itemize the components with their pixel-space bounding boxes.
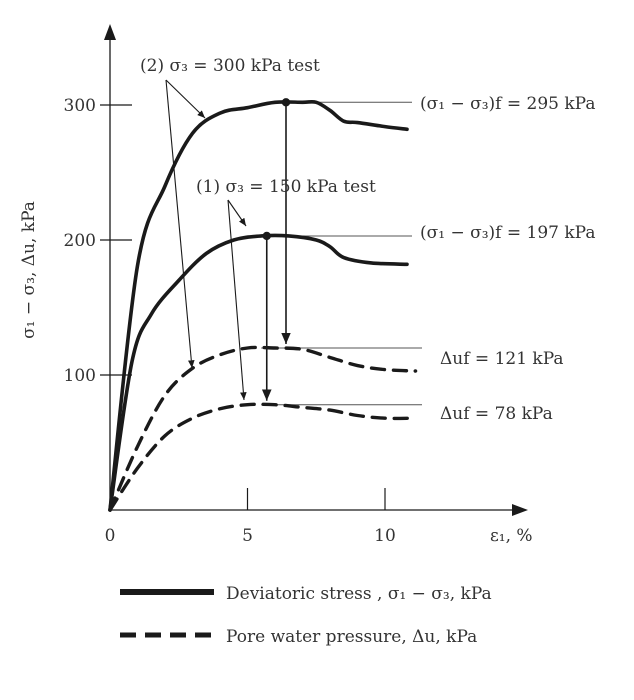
peak-group bbox=[261, 98, 291, 401]
annotation-arrow-2b bbox=[165, 79, 195, 369]
x-axis-label: ε₁, % bbox=[490, 526, 533, 546]
deviatoric-stress-line bbox=[108, 99, 409, 512]
annotation-test-2: (2) σ₃ = 300 kPa test bbox=[140, 56, 320, 76]
annotation-test-1: (1) σ₃ = 150 kPa test bbox=[196, 177, 376, 197]
peak-label-197: (σ₁ − σ₃)f = 197 kPa bbox=[420, 223, 595, 243]
x-tick-label: 5 bbox=[242, 526, 253, 546]
y-tick-label: 200 bbox=[64, 231, 96, 251]
y-axis-arrow-icon bbox=[104, 24, 116, 40]
pore-label-121: Δuf = 121 kPa bbox=[440, 349, 564, 369]
series-group bbox=[108, 99, 418, 512]
x-tick-label: 0 bbox=[105, 526, 116, 546]
pore-pressure-line bbox=[108, 402, 418, 512]
peak-marker bbox=[281, 98, 291, 107]
deviatoric-stress-line bbox=[108, 233, 409, 512]
x-axis-arrow-icon bbox=[512, 504, 528, 516]
peak-label-295: (σ₁ − σ₃)f = 295 kPa bbox=[420, 94, 595, 114]
annotation-arrow-2a bbox=[165, 79, 206, 119]
annotation-arrow-1b bbox=[227, 199, 247, 401]
y-tick-label: 100 bbox=[64, 366, 96, 386]
tick-group: 0 5 10 100 200 300 bbox=[64, 96, 396, 546]
y-axis-label: σ₁ − σ₃, Δu, kPa bbox=[19, 201, 39, 339]
y-tick-label: 300 bbox=[64, 96, 96, 116]
peak-marker bbox=[262, 231, 271, 241]
legend-label-dashed: Pore water pressure, Δu, kPa bbox=[226, 627, 477, 647]
pore-label-78: Δuf = 78 kPa bbox=[440, 404, 553, 424]
x-tick-label: 10 bbox=[374, 526, 396, 546]
legend-label-solid: Deviatoric stress , σ₁ − σ₃, kPa bbox=[226, 584, 492, 604]
pore-pressure-line bbox=[108, 345, 418, 512]
legend: Deviatoric stress , σ₁ − σ₃, kPa Pore wa… bbox=[120, 584, 492, 647]
annotation-arrow-1a bbox=[227, 199, 247, 227]
